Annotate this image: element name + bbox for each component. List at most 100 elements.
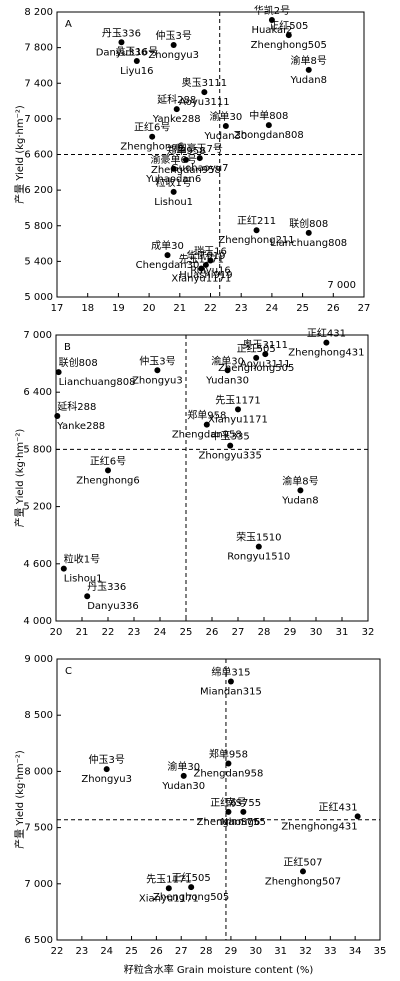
point-label-en: Zhenghong431 — [288, 348, 364, 359]
panel-label: A — [65, 19, 72, 30]
point — [253, 227, 260, 234]
x-tick-label: 25 — [180, 627, 193, 638]
point-label-cn: 正红431 — [307, 327, 346, 340]
x-tick-label: 24 — [154, 627, 167, 638]
x-tick-label: 26 — [327, 303, 340, 314]
point — [240, 808, 247, 815]
point — [170, 41, 177, 48]
point-label-en: Lianchuang808 — [59, 377, 136, 388]
point-label-cn: 先玉1171 — [146, 873, 191, 885]
x-tick-label: 27 — [175, 946, 188, 957]
point-label-cn: 华凯2号 — [254, 4, 290, 17]
x-tick-label: 24 — [266, 303, 279, 314]
point-label-cn: 先玉1171 — [215, 394, 260, 406]
x-tick-label: 30 — [310, 627, 323, 638]
x-tick-label: 31 — [274, 946, 287, 957]
point-label-en: Guohaoyu7 — [171, 163, 228, 174]
point-label-en: Yanke288 — [152, 114, 201, 125]
point-label-en: Danyu336 — [87, 601, 139, 612]
x-tick-label: 25 — [296, 303, 309, 314]
point-label-cn: 渝豪单6号 — [150, 153, 196, 166]
point — [170, 165, 177, 172]
point-label-cn: 中单808 — [249, 109, 288, 122]
x-tick-label: 20 — [50, 627, 63, 638]
point-label-en: Zhenghong211 — [218, 235, 294, 246]
point — [198, 265, 205, 272]
y-tick-label: 7 000 — [23, 330, 52, 341]
x-tick-label: 20 — [143, 303, 156, 314]
point — [103, 766, 110, 773]
point-label-cn: 渝单8号 — [282, 474, 318, 487]
point-label-cn: 联创808 — [289, 217, 328, 230]
x-tick-label: 23 — [128, 627, 141, 638]
panel-label: B — [64, 342, 71, 353]
point-label-cn: 联创808 — [59, 356, 98, 369]
point-label-cn: 正红505 — [237, 342, 276, 355]
point — [227, 678, 234, 685]
point-label-en: Aoyu3111 — [179, 97, 230, 108]
x-tick-label: 17 — [51, 303, 64, 314]
point — [54, 413, 61, 420]
y-tick-label: 8 500 — [24, 710, 53, 721]
x-tick-label: 35 — [374, 946, 387, 957]
point-label-en: Zhenghong6 — [197, 817, 261, 828]
point-label-en: Chengdan30 — [136, 260, 200, 271]
point — [297, 487, 304, 494]
x-tick-label: 29 — [284, 627, 297, 638]
point — [285, 32, 292, 39]
y-tick-label: 7 400 — [24, 78, 53, 89]
point-label-cn: 正红505 — [269, 19, 308, 32]
point-label-en: NanS755 — [221, 817, 266, 828]
point-label-cn: 郑单958 — [187, 409, 226, 422]
point — [149, 133, 156, 140]
point — [180, 772, 187, 779]
point-label-en: Ruiyu16 — [190, 265, 231, 276]
point — [203, 421, 210, 428]
y-tick-label: 8 200 — [24, 7, 53, 18]
point — [164, 252, 171, 259]
point-label-en: Zhongyu3 — [132, 375, 183, 386]
point-label-en: Yudan8 — [289, 75, 326, 86]
point-label-cn: 正红505 — [172, 871, 211, 884]
point-label-cn: 渝单8号 — [291, 54, 327, 67]
annotation: 7 000 — [327, 280, 356, 291]
x-tick-label: 28 — [258, 627, 271, 638]
x-tick-label: 29 — [225, 946, 238, 957]
point-label-en: Yanke288 — [56, 421, 105, 432]
point — [118, 39, 125, 46]
x-tick-label: 32 — [299, 946, 312, 957]
point — [225, 760, 232, 767]
point-label-cn: 正红6号 — [210, 796, 246, 809]
point-label-cn: 蠡玉16号 — [115, 45, 158, 58]
point — [299, 868, 306, 875]
y-tick-label: 4 600 — [23, 559, 52, 570]
point-label-en: Xianyu1171 — [208, 414, 268, 425]
point-label-cn: 粒收1号 — [155, 176, 191, 189]
x-tick-label: 31 — [336, 627, 349, 638]
point — [133, 57, 140, 64]
point-label-en: Yudan30 — [161, 781, 205, 792]
point-label-cn: 先玉1171 — [179, 254, 224, 266]
point-label-cn: 南S755 — [226, 796, 261, 809]
y-tick-label: 5 400 — [24, 256, 53, 267]
point-label-cn: 渝单30 — [209, 110, 242, 123]
x-tick-label: 26 — [150, 946, 163, 957]
point-label-cn: 华试919 — [186, 249, 225, 262]
point — [253, 354, 260, 361]
point — [323, 339, 330, 346]
y-tick-label: 8 000 — [24, 766, 53, 777]
point-label-cn: 渝单30 — [211, 354, 244, 367]
point-label-cn: 延科288 — [157, 93, 196, 106]
y-axis-title: 产量 Yield (kg·hm⁻²) — [13, 429, 26, 528]
point — [84, 593, 91, 600]
x-tick-label: 30 — [249, 946, 262, 957]
point-label-cn: 国豪玉7号 — [177, 142, 223, 155]
y-tick-label: 5 000 — [24, 292, 53, 303]
point-label-cn: 荣玉1510 — [236, 532, 281, 544]
point — [60, 565, 67, 572]
point-label-cn: 正红6号 — [90, 454, 126, 467]
point-label-en: Zhenghong505 — [218, 363, 294, 374]
point-label-en: Zhenghong507 — [265, 876, 341, 887]
x-tick-label: 22 — [204, 303, 217, 314]
point-label-cn: 丹玉336 — [87, 581, 126, 593]
